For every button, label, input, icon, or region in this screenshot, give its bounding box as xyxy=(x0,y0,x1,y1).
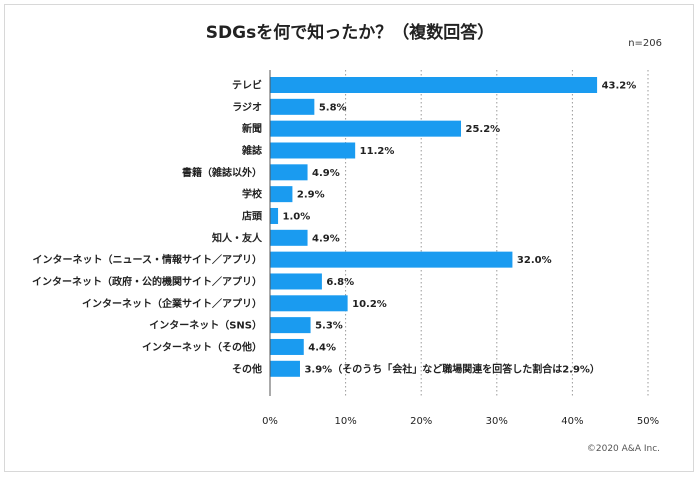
chart-title: SDGsを何で知ったか？（複数回答） xyxy=(205,23,495,43)
category-label: 学校 xyxy=(242,188,263,201)
bar xyxy=(270,142,356,159)
value-label: 4.4% xyxy=(308,342,336,353)
bar xyxy=(270,77,598,93)
bar xyxy=(270,295,348,312)
value-label: 3.9%（そのうち「会社」など職場関連を回答した割合は2.9%） xyxy=(304,362,599,375)
category-label: インターネット（ニュース・情報サイト／アプリ） xyxy=(33,253,263,266)
category-label: 知人・友人 xyxy=(211,231,263,244)
value-label: 10.2% xyxy=(352,299,387,310)
value-label: 11.2% xyxy=(360,146,395,157)
bar xyxy=(270,120,462,137)
bar xyxy=(270,251,513,268)
bar xyxy=(270,317,311,334)
bar xyxy=(270,98,315,115)
category-label: その他 xyxy=(232,362,262,375)
bar xyxy=(270,338,304,355)
value-label: 32.0% xyxy=(517,255,552,266)
x-tick-label: 40% xyxy=(561,416,583,427)
sample-size: n=206 xyxy=(628,38,662,49)
bar xyxy=(270,229,308,246)
bar xyxy=(270,207,279,224)
value-label: 1.0% xyxy=(283,211,311,222)
bar xyxy=(270,273,322,290)
value-label: 2.9% xyxy=(297,190,325,201)
bar xyxy=(270,360,300,377)
value-label: 5.8% xyxy=(319,102,347,113)
value-label: 4.9% xyxy=(312,233,340,244)
x-tick-label: 30% xyxy=(486,416,508,427)
bar xyxy=(270,164,308,181)
value-label: 25.2% xyxy=(466,124,501,135)
value-label: 6.8% xyxy=(326,277,354,288)
category-label: インターネット（政府・公的機関サイト／アプリ） xyxy=(32,275,262,288)
category-label: テレビ xyxy=(232,79,262,92)
category-label: 新聞 xyxy=(242,122,262,135)
value-label: 43.2% xyxy=(602,81,637,92)
category-label: 雑誌 xyxy=(241,144,262,157)
category-label: インターネット（企業サイト／アプリ） xyxy=(82,297,262,310)
copyright: ©2020 A&A Inc. xyxy=(586,444,660,454)
category-label: 店頭 xyxy=(242,209,263,222)
category-label: ラジオ xyxy=(232,101,262,113)
x-tick-label: 0% xyxy=(262,416,278,427)
x-tick-label: 10% xyxy=(334,416,356,427)
category-label: 書籍（雑誌以外） xyxy=(182,166,262,179)
x-tick-label: 50% xyxy=(637,416,659,427)
value-label: 5.3% xyxy=(315,321,343,332)
value-label: 4.9% xyxy=(312,168,340,179)
category-label: インターネット（その他） xyxy=(142,340,262,353)
x-tick-label: 20% xyxy=(410,416,432,427)
bar xyxy=(270,186,293,203)
category-label: インターネット（SNS） xyxy=(149,319,262,332)
